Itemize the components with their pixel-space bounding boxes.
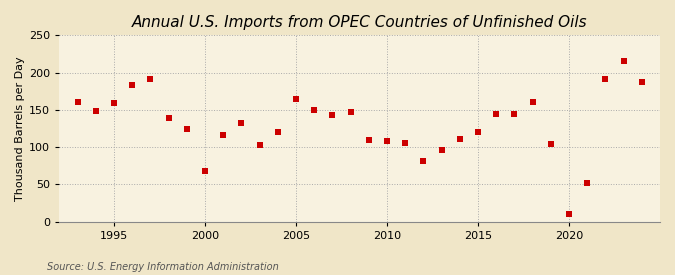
Text: Source: U.S. Energy Information Administration: Source: U.S. Energy Information Administ… — [47, 262, 279, 272]
Point — [454, 137, 465, 141]
Point — [345, 110, 356, 114]
Point — [272, 130, 283, 134]
Point — [72, 100, 83, 104]
Point — [163, 116, 174, 120]
Point — [363, 138, 374, 142]
Point — [182, 126, 192, 131]
Point — [600, 76, 611, 81]
Point — [618, 59, 629, 64]
Point — [509, 112, 520, 117]
Point — [381, 139, 392, 143]
Point — [200, 169, 211, 173]
Point — [236, 120, 247, 125]
Point — [491, 111, 502, 116]
Title: Annual U.S. Imports from OPEC Countries of Unfinished Oils: Annual U.S. Imports from OPEC Countries … — [132, 15, 587, 30]
Point — [564, 212, 574, 216]
Point — [109, 101, 119, 105]
Point — [254, 143, 265, 147]
Point — [472, 130, 483, 134]
Point — [637, 79, 647, 84]
Point — [327, 113, 338, 117]
Point — [90, 109, 101, 114]
Point — [308, 108, 319, 112]
Point — [127, 83, 138, 87]
Point — [145, 77, 156, 81]
Point — [527, 100, 538, 104]
Point — [418, 158, 429, 163]
Point — [545, 142, 556, 146]
Point — [582, 181, 593, 185]
Point — [290, 97, 301, 101]
Y-axis label: Thousand Barrels per Day: Thousand Barrels per Day — [15, 56, 25, 201]
Point — [436, 148, 447, 152]
Point — [218, 133, 229, 138]
Point — [400, 141, 410, 146]
